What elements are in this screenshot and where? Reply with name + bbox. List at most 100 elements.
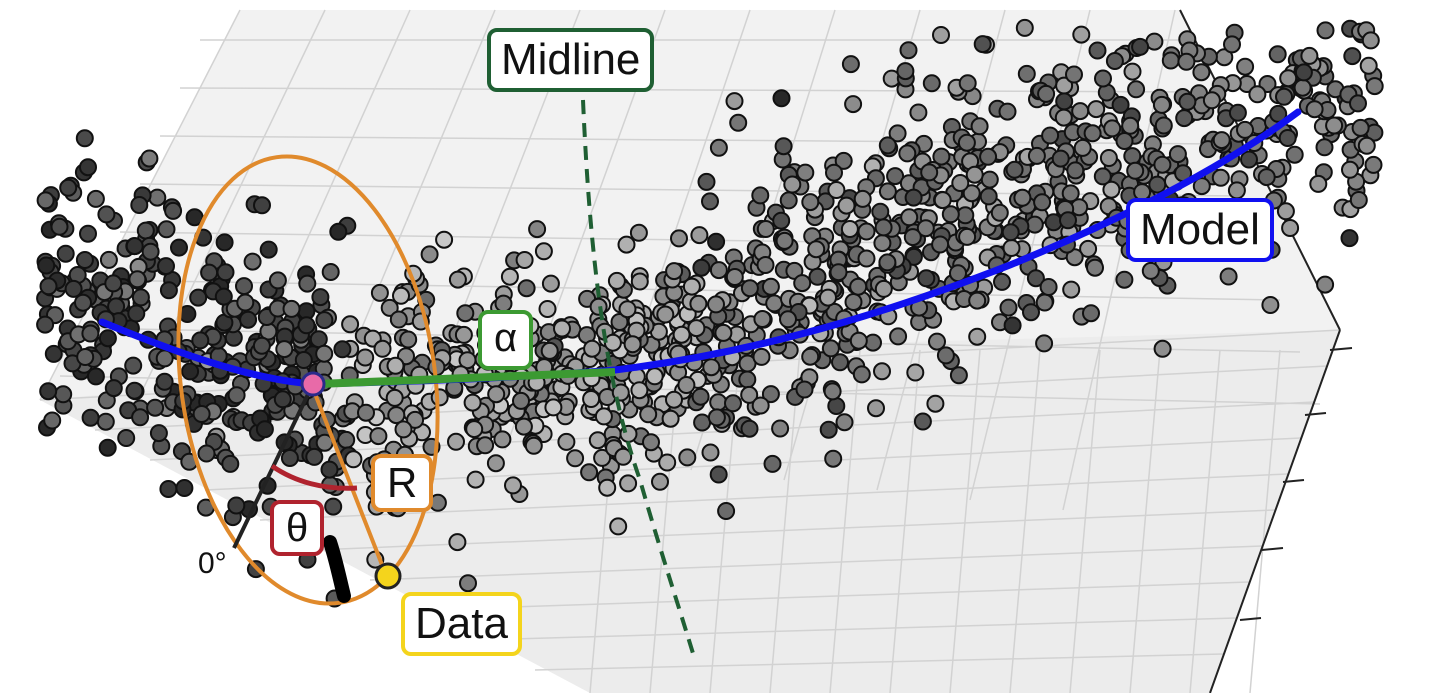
scatter-point [1013, 188, 1032, 207]
scatter-point [517, 279, 536, 298]
scatter-point [751, 186, 770, 205]
scatter-point [932, 26, 950, 44]
scatter-point [904, 188, 923, 207]
scatter-point [1148, 175, 1167, 194]
scatter-point [1192, 63, 1211, 82]
scatter-point [1153, 339, 1172, 358]
scatter-point [756, 220, 775, 238]
scatter-point [170, 238, 188, 257]
scatter-point [672, 325, 691, 344]
scatter-point [1279, 69, 1298, 88]
scatter-point [1094, 69, 1112, 88]
scatter-point [215, 233, 234, 252]
scatter-point [1115, 270, 1134, 289]
scatter-point [823, 382, 842, 401]
scatter-point [1168, 145, 1187, 164]
scatter-point [740, 279, 759, 298]
scatter-point [1071, 102, 1090, 121]
scatter-point [373, 339, 392, 358]
scatter-point [75, 251, 94, 269]
scatter-point [932, 147, 951, 166]
grid-line [889, 349, 921, 693]
scatter-point [1087, 100, 1106, 119]
scatter-point [1141, 261, 1160, 280]
scatter-point [1285, 145, 1304, 164]
scatter-point [1079, 239, 1098, 258]
scatter-point [273, 390, 292, 409]
scatter-point [903, 228, 922, 247]
theta-label: θ [270, 500, 325, 556]
model-point-marker [300, 371, 326, 397]
scatter-point [79, 158, 97, 177]
scatter-point [1005, 160, 1024, 179]
scatter-point [97, 205, 116, 224]
scatter-point [941, 205, 960, 224]
scatter-point [155, 349, 174, 368]
scatter-point [104, 379, 123, 398]
scatter-point [724, 394, 742, 413]
scatter-point [849, 331, 868, 350]
scatter-point [1088, 41, 1107, 60]
scatter-point [580, 463, 599, 482]
scatter-point [583, 339, 602, 358]
scatter-point [1061, 184, 1080, 203]
scatter-point [500, 267, 519, 286]
scatter-point [756, 256, 775, 274]
scatter-point [253, 196, 271, 215]
scatter-point [774, 137, 793, 156]
scatter-point [235, 277, 253, 296]
scatter-point [852, 365, 871, 384]
scatter-point [141, 242, 160, 261]
data-label: Data [401, 592, 522, 656]
scatter-point [280, 449, 299, 467]
scatter-point [853, 189, 872, 208]
scatter-point [1082, 304, 1100, 323]
scatter-point [618, 300, 637, 319]
scatter-point [973, 35, 992, 54]
scatter-point [761, 277, 780, 296]
scatter-point [1257, 168, 1276, 187]
scatter-point [873, 234, 892, 253]
scatter-point [1343, 47, 1362, 66]
scatter-point [598, 478, 617, 497]
scatter-point [849, 277, 868, 296]
scatter-point [709, 261, 728, 280]
scatter-point [928, 332, 946, 351]
scatter-point [1003, 316, 1022, 335]
scatter-point [707, 232, 726, 251]
scatter-point [1341, 160, 1359, 179]
scatter-point [771, 419, 790, 438]
scatter-point [538, 300, 557, 318]
scatter-point [913, 412, 932, 431]
scatter-point [1223, 35, 1241, 54]
scatter-point [385, 388, 404, 407]
scatter-point [611, 383, 630, 402]
scatter-point [197, 444, 216, 463]
scatter-point [566, 449, 585, 468]
scatter-point [951, 174, 970, 192]
scatter-point [889, 327, 908, 346]
scatter-point [1035, 334, 1054, 353]
grid-line [1249, 349, 1281, 693]
scatter-point [50, 217, 69, 236]
scatter-point [1026, 269, 1045, 288]
scatter-point [357, 403, 375, 422]
grid-line [479, 617, 1237, 641]
scatter-point [1022, 303, 1040, 322]
scatter-point [456, 304, 475, 323]
scatter-point [874, 279, 893, 298]
scatter-point [465, 420, 484, 439]
scatter-point [1268, 45, 1287, 64]
scatter-point [459, 574, 477, 593]
scatter-point [827, 181, 846, 199]
grid-line [949, 349, 981, 693]
scatter-point [236, 293, 255, 312]
scatter-point [320, 460, 339, 479]
scatter-point [763, 454, 782, 473]
scatter-point [1002, 239, 1021, 257]
scatter-point [192, 405, 211, 423]
scatter-point [691, 387, 710, 406]
scatter-point [466, 470, 485, 489]
scatter-point [1131, 37, 1150, 56]
scatter-point [420, 245, 439, 264]
